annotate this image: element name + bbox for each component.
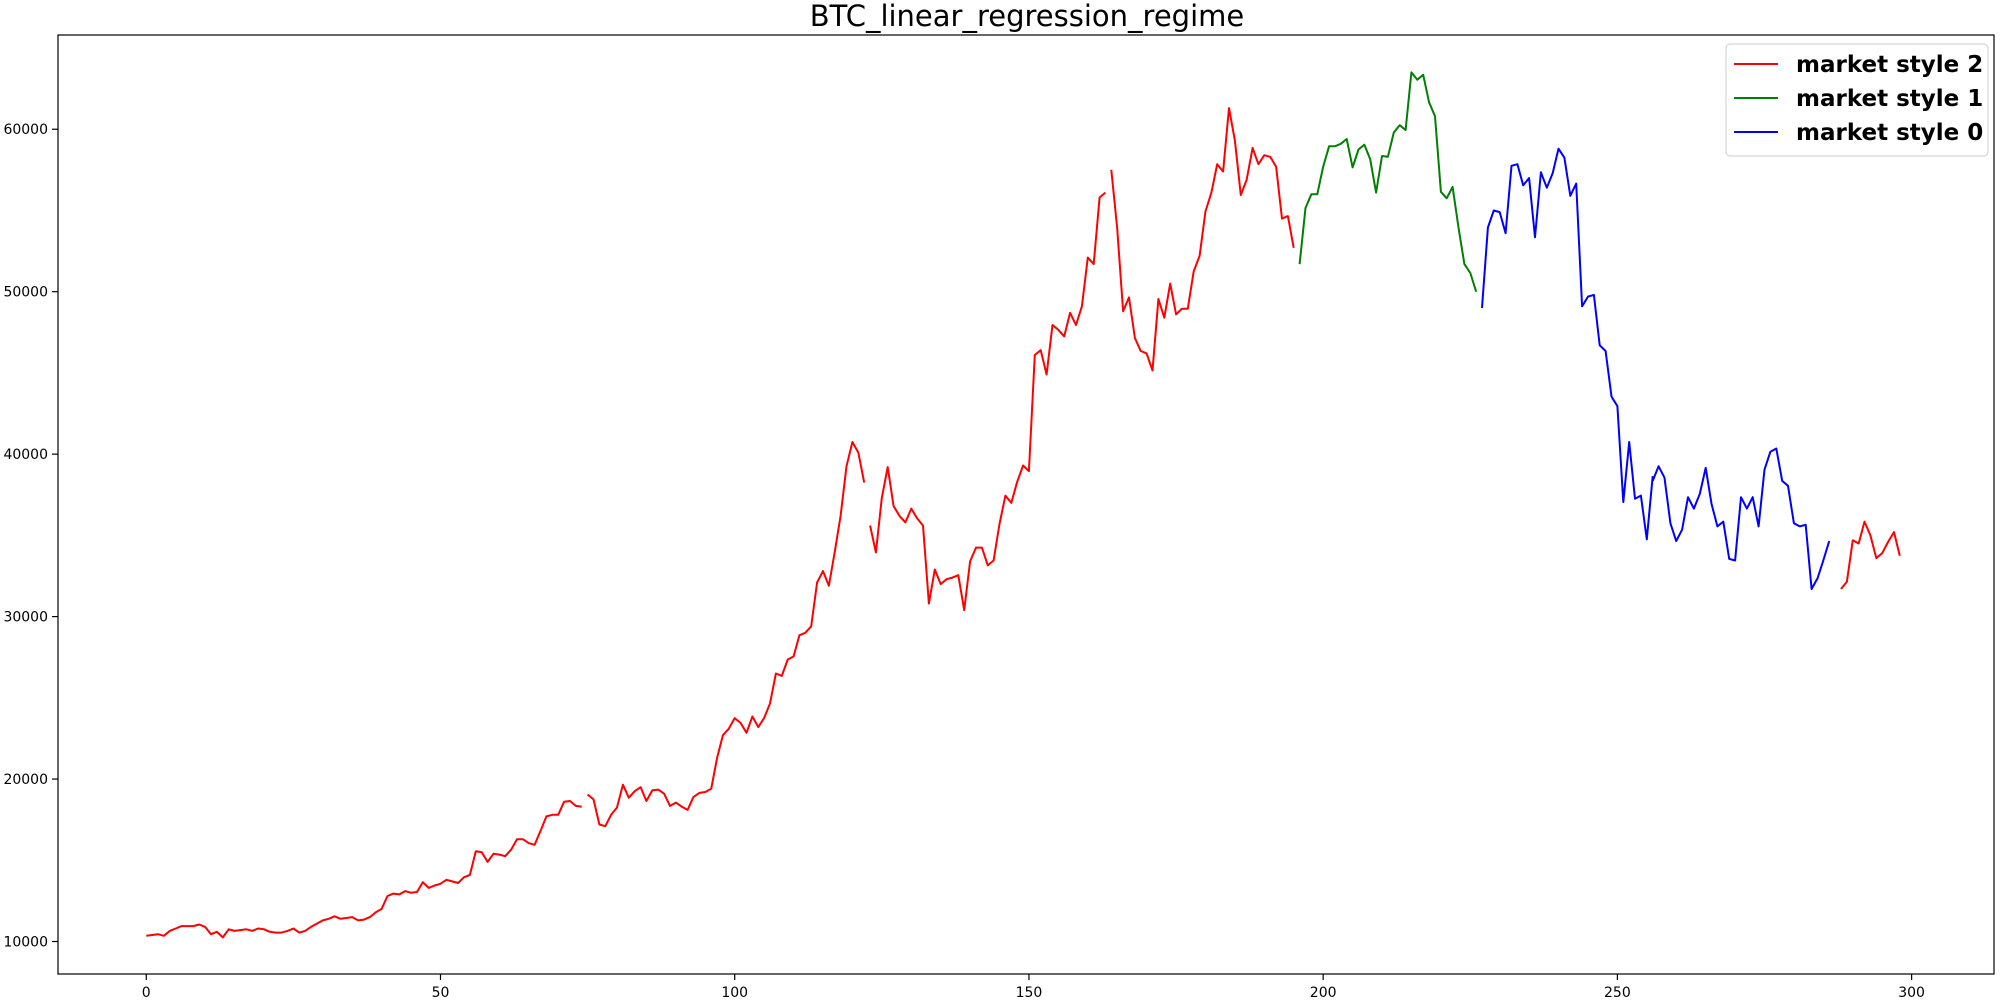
legend: market style 2 market style 1 market sty… xyxy=(1725,43,1989,157)
series-line-market-style-2-segment-7 xyxy=(1840,520,1901,590)
y-tick-label: 40000 xyxy=(3,447,48,463)
y-tick-label: 50000 xyxy=(3,285,48,301)
series-line-market-style-2-segment-0 xyxy=(146,800,582,939)
y-tick-label: 20000 xyxy=(3,772,48,788)
chart-title: BTC_linear_regression_regime xyxy=(810,0,1244,33)
series-line-market-style-0-segment-6 xyxy=(1651,447,1831,590)
y-tick-label: 10000 xyxy=(3,935,48,951)
legend-box xyxy=(1725,43,1989,157)
series-line-market-style-2-segment-1 xyxy=(586,441,866,828)
x-tick-label: 50 xyxy=(432,985,450,1000)
series-line-market-style-1-segment-4 xyxy=(1298,71,1478,293)
x-tick-label: 0 xyxy=(142,985,151,1000)
x-tick-label: 300 xyxy=(1898,985,1925,1000)
legend-label-style-1: market style 1 xyxy=(1796,86,1983,112)
series-line-market-style-0-segment-5 xyxy=(1481,147,1654,541)
x-tick-label: 150 xyxy=(1016,985,1043,1000)
y-tick-label: 60000 xyxy=(3,122,48,138)
x-tick-label: 250 xyxy=(1604,985,1631,1000)
y-tick-label: 30000 xyxy=(3,610,48,626)
x-axis: 0 50 100 150 200 250 300 xyxy=(142,974,1925,1000)
series-line-market-style-2-segment-3 xyxy=(1110,107,1295,372)
x-tick-label: 200 xyxy=(1310,985,1337,1000)
legend-label-style-0: market style 0 xyxy=(1796,120,1983,146)
y-axis: 10000 20000 30000 40000 50000 60000 xyxy=(3,122,58,951)
series-line-market-style-2-segment-2 xyxy=(869,191,1107,612)
plot-area xyxy=(57,34,1995,975)
x-tick-label: 100 xyxy=(721,985,748,1000)
legend-label-style-2: market style 2 xyxy=(1796,52,1983,78)
series-lines xyxy=(146,71,1901,939)
